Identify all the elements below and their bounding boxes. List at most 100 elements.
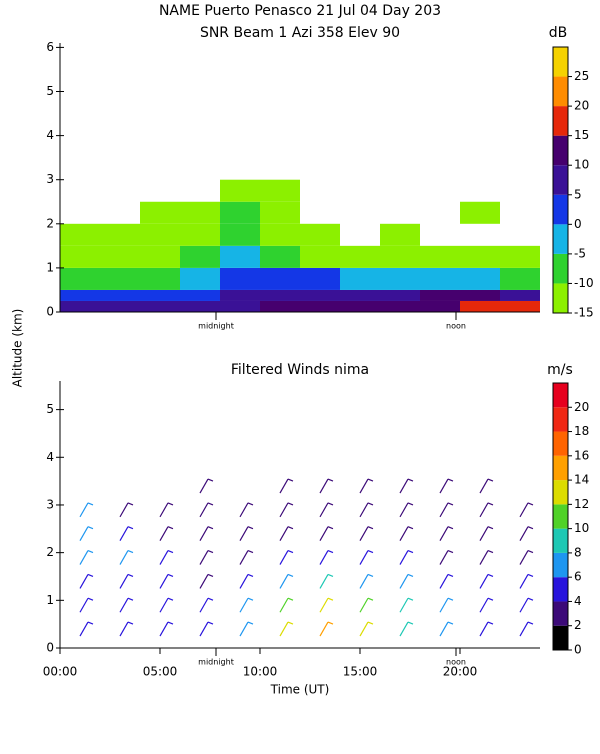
heat-cell xyxy=(380,300,420,312)
barb-stroke xyxy=(279,550,289,565)
heat-cell xyxy=(180,223,220,246)
barb-stroke xyxy=(399,550,409,565)
y-tick-label: 1 xyxy=(46,260,54,274)
wind-barb xyxy=(479,526,494,542)
barb-stroke xyxy=(279,621,289,637)
barb-stroke xyxy=(159,502,169,518)
barb-stroke xyxy=(239,526,249,542)
colorbar-swatch xyxy=(553,455,568,481)
wind-barb xyxy=(119,526,134,542)
colorbar-frame xyxy=(552,46,569,314)
wind-barb xyxy=(399,478,414,494)
heat-cell xyxy=(60,289,100,301)
wind-barb xyxy=(479,550,494,565)
barb-stroke xyxy=(367,597,374,601)
heat-cell xyxy=(340,300,380,312)
wind-barb xyxy=(399,597,414,613)
colorbar-swatch xyxy=(553,601,568,626)
barb-stroke xyxy=(439,478,449,494)
wind-barb xyxy=(399,502,414,518)
colorbar-swatch xyxy=(553,135,568,166)
barb-stroke xyxy=(407,550,414,554)
barb-stroke xyxy=(479,574,489,589)
wind-barb xyxy=(199,597,214,613)
heat-cell xyxy=(140,267,180,290)
x-tick-label: 15:00 xyxy=(343,665,378,679)
wind-barb xyxy=(319,597,334,613)
barb-stroke xyxy=(519,574,529,589)
barb-stroke xyxy=(167,573,174,577)
wind-barb xyxy=(79,597,94,613)
barb-stroke xyxy=(159,574,169,589)
barb-stroke xyxy=(167,502,174,506)
barb-stroke xyxy=(207,502,214,506)
barb-stroke xyxy=(279,597,289,613)
barb-stroke xyxy=(527,550,534,554)
barb-stroke xyxy=(487,573,494,577)
wind-barb xyxy=(359,502,374,518)
barb-stroke xyxy=(367,573,374,577)
colorbar-swatch xyxy=(553,528,568,553)
barb-stroke xyxy=(127,621,134,625)
barb-stroke xyxy=(367,550,374,554)
colorbar-tick-label: 8 xyxy=(574,545,582,559)
barb-stroke xyxy=(359,502,369,518)
colorbar-tick-label: 15 xyxy=(574,128,589,142)
wind-barb xyxy=(279,573,294,589)
barb-stroke xyxy=(359,621,369,637)
barb-stroke xyxy=(407,502,414,506)
heat-cell xyxy=(420,245,460,268)
wind-barb xyxy=(439,550,454,565)
barb-stroke xyxy=(399,478,409,494)
barb-stroke xyxy=(407,478,414,482)
barb-stroke xyxy=(487,478,494,482)
wind-barb xyxy=(479,621,494,637)
wind-barb xyxy=(79,502,94,518)
barb-stroke xyxy=(199,478,209,494)
y-tick-label: 2 xyxy=(46,545,54,559)
barb-stroke xyxy=(399,597,409,613)
wind-barb xyxy=(439,597,454,613)
wind-barb xyxy=(439,621,454,637)
heat-cell xyxy=(460,289,500,301)
heat-cell xyxy=(100,289,140,301)
barb-stroke xyxy=(287,502,294,506)
barb-stroke xyxy=(319,502,329,518)
barb-stroke xyxy=(367,478,374,482)
wind-barb xyxy=(319,550,334,565)
wind-barb xyxy=(319,621,334,637)
barb-stroke xyxy=(239,574,249,589)
barb-stroke xyxy=(247,550,254,554)
barb-stroke xyxy=(527,526,534,530)
barb-stroke xyxy=(359,478,369,494)
wind-barb xyxy=(439,573,454,589)
wind-barb xyxy=(399,621,414,637)
barb-stroke xyxy=(447,550,454,554)
barb-stroke xyxy=(519,502,529,518)
wind-barb xyxy=(319,526,334,542)
wind-barb xyxy=(199,502,214,518)
wind-barb xyxy=(359,478,374,494)
barb-stroke xyxy=(207,478,214,482)
x-tick-label: 05:00 xyxy=(143,665,178,679)
wind-barb xyxy=(79,621,94,637)
y-tick-label: 5 xyxy=(46,84,54,98)
colorbar-swatch xyxy=(553,194,568,225)
heat-cell xyxy=(340,267,380,290)
barb-stroke xyxy=(287,573,294,577)
colorbar-tick-label: 0 xyxy=(574,217,582,231)
heat-cell xyxy=(260,179,300,202)
wind-barb xyxy=(239,573,254,589)
barb-stroke xyxy=(167,597,174,601)
heat-cell xyxy=(180,245,220,268)
barb-stroke xyxy=(479,478,489,494)
barb-stroke xyxy=(439,621,449,637)
heat-cell xyxy=(460,245,500,268)
barb-stroke xyxy=(159,597,169,613)
wind-barb xyxy=(279,478,294,494)
colorbar-swatch xyxy=(553,283,568,313)
barb-stroke xyxy=(479,597,489,613)
barb-stroke xyxy=(167,526,174,530)
barb-stroke xyxy=(287,550,294,554)
wind-barb xyxy=(239,502,254,518)
